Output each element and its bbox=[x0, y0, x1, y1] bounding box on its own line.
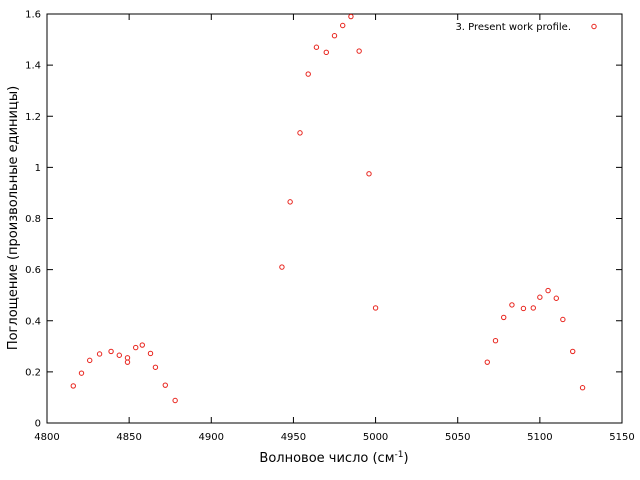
data-point bbox=[96, 351, 103, 357]
x-axis-title: Волновое число (см-1) bbox=[259, 450, 408, 466]
data-point bbox=[116, 352, 122, 358]
x-tick-label: 4950 bbox=[281, 432, 306, 443]
data-point bbox=[139, 342, 145, 348]
data-point bbox=[366, 171, 372, 177]
data-point bbox=[70, 383, 76, 389]
data-point bbox=[579, 385, 586, 391]
x-tick-label: 4900 bbox=[199, 432, 224, 443]
legend-marker bbox=[591, 23, 597, 30]
x-axis-title-suffix: ) bbox=[403, 451, 408, 466]
data-point bbox=[162, 382, 168, 388]
legend-label: 3. Present work profile. bbox=[455, 22, 571, 33]
data-point bbox=[492, 337, 499, 344]
data-point bbox=[509, 302, 515, 308]
data-point bbox=[108, 348, 114, 355]
data-point bbox=[172, 397, 178, 404]
y-tick-label: 1.6 bbox=[25, 10, 41, 21]
data-point bbox=[340, 22, 346, 29]
y-tick-label: 1.2 bbox=[25, 112, 41, 123]
x-tick-label: 4800 bbox=[34, 432, 59, 443]
data-point bbox=[124, 355, 131, 361]
data-point bbox=[313, 44, 320, 50]
data-point bbox=[279, 264, 285, 270]
data-point bbox=[356, 48, 362, 54]
data-point bbox=[147, 350, 154, 357]
y-tick-label: 0.2 bbox=[25, 367, 41, 378]
legend: 3. Present work profile. bbox=[455, 22, 597, 33]
x-axis-title-superscript: -1 bbox=[395, 450, 404, 460]
x-tick-label: 5000 bbox=[363, 432, 388, 443]
x-tick-label: 4850 bbox=[116, 432, 141, 443]
data-point bbox=[87, 357, 93, 364]
data-point bbox=[372, 305, 379, 311]
y-tick-label: 1 bbox=[35, 163, 41, 174]
y-axis-ticks: 0 0.2 0.4 0.6 0.8 1 1.2 1.4 1.6 bbox=[25, 10, 622, 430]
data-point bbox=[537, 294, 543, 300]
y-tick-label: 1.4 bbox=[25, 61, 41, 72]
y-tick-label: 0 bbox=[35, 419, 41, 430]
data-point bbox=[287, 199, 293, 205]
y-tick-label: 0.6 bbox=[25, 265, 41, 276]
data-point bbox=[152, 364, 159, 370]
data-point bbox=[570, 348, 576, 355]
x-tick-label: 5100 bbox=[527, 432, 552, 443]
data-point bbox=[323, 49, 329, 56]
data-point bbox=[78, 370, 85, 376]
data-point bbox=[305, 71, 311, 77]
data-point bbox=[297, 130, 303, 136]
data-point bbox=[501, 314, 507, 321]
y-tick-label: 0.8 bbox=[25, 214, 41, 225]
data-point bbox=[545, 287, 551, 294]
data-point bbox=[484, 359, 490, 365]
data-point bbox=[348, 13, 354, 20]
data-point bbox=[124, 359, 131, 365]
plot-frame bbox=[46, 13, 623, 424]
data-point bbox=[133, 344, 139, 351]
y-tick-label: 0.4 bbox=[25, 316, 41, 327]
x-tick-label: 5050 bbox=[445, 432, 470, 443]
y-axis-title: Поглощение (произвольные единицы) bbox=[6, 86, 21, 350]
x-axis-ticks: 4800 4850 4900 4950 5000 5050 5100 5150 bbox=[34, 14, 635, 443]
x-tick-label: 5150 bbox=[609, 432, 634, 443]
data-point bbox=[530, 305, 536, 311]
data-point bbox=[520, 305, 527, 312]
data-point bbox=[331, 33, 338, 39]
data-point bbox=[560, 316, 566, 323]
x-axis-title-main: Волновое число (см bbox=[259, 451, 394, 466]
data-points bbox=[70, 13, 586, 404]
data-point bbox=[553, 295, 559, 301]
